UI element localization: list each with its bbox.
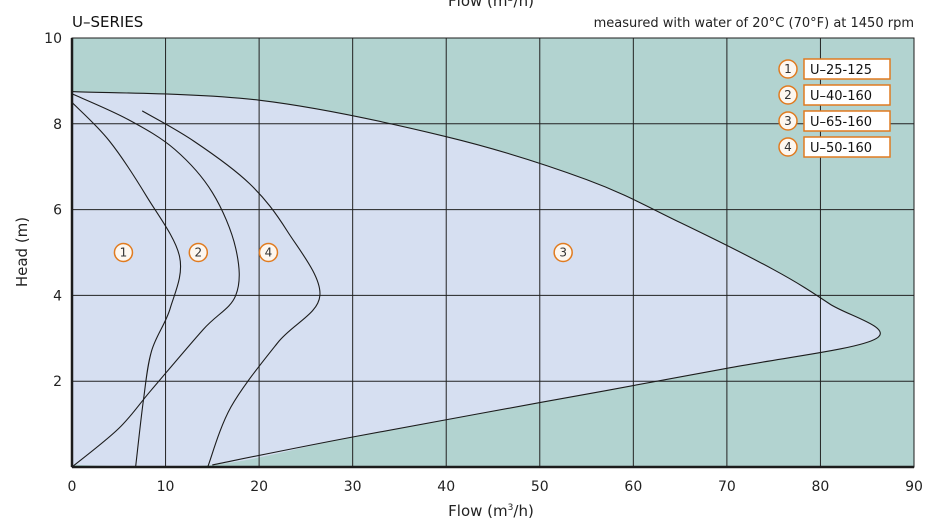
x-tick-label-20: 20	[250, 479, 268, 495]
legend-marker-1	[778, 59, 798, 79]
x-axis-label-text: Flow (m	[448, 502, 507, 520]
legend-box-2	[803, 84, 891, 106]
region-marker-label-4: 4	[265, 246, 273, 260]
x-axis-label-tail: /h)	[513, 502, 533, 520]
y-tick-label-10: 10	[44, 31, 62, 47]
legend-marker-label-1: 1	[784, 62, 792, 76]
chart-subtitle: measured with water of 20°C (70°F) at 14…	[594, 16, 914, 31]
legend-entry-4: U–50-160	[810, 141, 872, 156]
legend-box-4	[803, 136, 891, 158]
legend-entry-3: U–65-160	[810, 115, 872, 130]
legend-box-1	[803, 58, 891, 80]
region-layer	[72, 91, 881, 467]
region-marker-label-1: 1	[120, 246, 128, 260]
x-tick-label-30: 30	[344, 479, 362, 495]
x-tick-label-0: 0	[68, 479, 77, 495]
x-tick-labels: 0 10 20 30 40 50 60 70 80 90	[68, 479, 923, 495]
x-tick-label-60: 60	[624, 479, 642, 495]
region-marker-label-2: 2	[194, 246, 202, 260]
x-tick-label-70: 70	[718, 479, 736, 495]
y-tick-label-6: 6	[53, 203, 62, 219]
legend-marker-label-2: 2	[784, 88, 792, 102]
y-axis-label: Head (m)	[13, 217, 31, 287]
axes-layer	[70, 37, 915, 469]
y-tick-labels: 2 4 6 8 10	[44, 31, 62, 390]
x-axis-label: Flow (m3/h)	[448, 502, 534, 520]
curve-3	[71, 91, 881, 466]
x-tick-label-90: 90	[905, 479, 923, 495]
x-tick-label-40: 40	[437, 479, 455, 495]
y-tick-label-8: 8	[53, 117, 62, 133]
region-marker-2	[188, 242, 209, 263]
region-marker-label-3: 3	[559, 246, 567, 260]
top-axis-label: Flow (m³/h)	[448, 0, 534, 10]
curve-1	[71, 102, 182, 468]
curve-2	[71, 93, 240, 468]
legend-entry-2: U–40-160	[810, 89, 872, 104]
region-fill-3	[72, 91, 881, 467]
plot-area: 1 2 3 4	[70, 37, 915, 469]
legend-marker-label-4: 4	[784, 140, 792, 154]
region-marker-3	[553, 242, 573, 263]
curve-4	[141, 110, 321, 468]
legend-marker-3	[778, 111, 798, 131]
region-marker-layer: 1 2 3 4	[113, 242, 573, 263]
legend-marker-2	[778, 85, 798, 105]
x-tick-label-80: 80	[812, 479, 830, 495]
legend-marker-4	[778, 137, 798, 157]
region-marker-4	[258, 242, 279, 263]
x-axis-label-superscript: 3	[508, 503, 514, 513]
curve-layer	[71, 91, 881, 468]
legend-marker-label-3: 3	[784, 114, 792, 128]
region-marker-1	[113, 242, 134, 263]
chart-title: U–SERIES	[72, 13, 143, 31]
y-tick-label-2: 2	[53, 374, 62, 390]
x-tick-label-10: 10	[157, 479, 175, 495]
legend-entry-1: U–25-125	[810, 63, 872, 78]
y-tick-label-4: 4	[53, 288, 62, 304]
legend: 1 U–25-125 2 U–40-160 3 U–65-160 4 U–50-160	[778, 58, 891, 158]
legend-box-3	[803, 110, 891, 132]
x-tick-label-50: 50	[531, 479, 549, 495]
